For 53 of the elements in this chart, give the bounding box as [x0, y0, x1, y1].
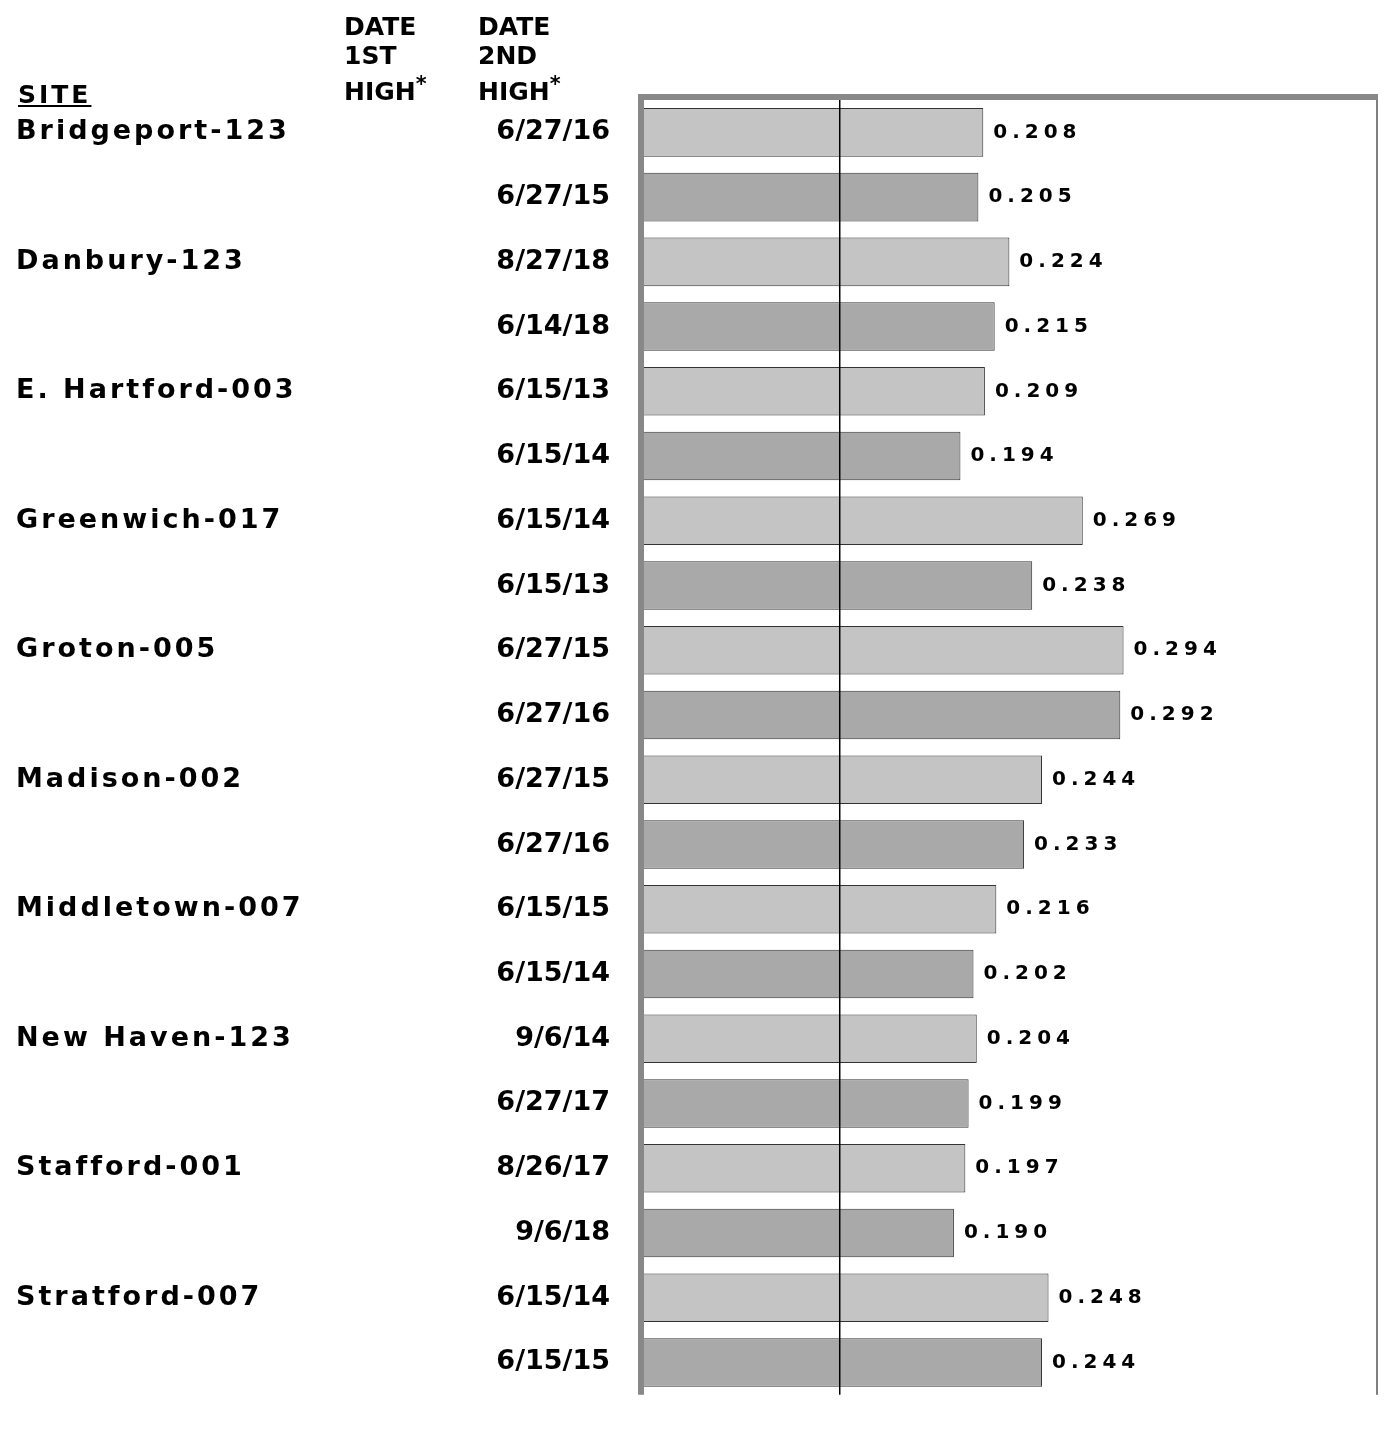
data-label: 0.244	[1051, 1348, 1141, 1373]
y-tick-label: 6/27/16	[496, 826, 610, 858]
y-tick-label: 6/15/14	[496, 956, 610, 988]
data-label: 0.244	[1051, 765, 1141, 790]
text: DATE 2ND HIGH$^{*}$	[478, 12, 562, 107]
text: Bridgeport-123	[16, 114, 290, 146]
text: Greenwich-017	[16, 502, 284, 534]
data-label: 0.215	[1004, 312, 1093, 337]
y-tick-label: 9/6/18	[515, 1214, 610, 1246]
text: Madison-002	[16, 761, 245, 793]
text: Groton-005	[16, 632, 219, 664]
y-tick-label: 6/27/16	[496, 114, 610, 146]
data-label: 0.216	[1006, 895, 1095, 920]
y-tick-label: 6/27/15	[496, 761, 610, 793]
text: Stafford-001	[16, 1150, 245, 1182]
data-label: 0.209	[994, 377, 1084, 402]
y-tick-label: 6/15/13	[496, 567, 610, 599]
y-tick-label: 6/15/15	[496, 1344, 610, 1376]
text: Danbury-123	[16, 243, 246, 275]
text: SITE	[18, 80, 92, 109]
y-tick-label: 6/15/14	[496, 1279, 610, 1311]
y-tick-label: 6/27/15	[496, 632, 610, 664]
y-tick-label: 6/27/15	[496, 179, 610, 211]
text: DATE 1ST HIGH$^{*}$	[344, 12, 428, 107]
y-tick-label: 6/27/16	[496, 697, 610, 729]
data-label: 0.205	[988, 183, 1077, 208]
data-label: 0.199	[978, 1089, 1067, 1114]
y-tick-label: 6/15/14	[496, 438, 610, 470]
data-label: 0.233	[1034, 830, 1123, 855]
data-label: 0.248	[1058, 1283, 1147, 1308]
data-label: 0.204	[986, 1024, 1076, 1049]
text: Stratford-007	[16, 1279, 263, 1311]
y-tick-label: 8/26/17	[496, 1150, 610, 1182]
data-label: 0.197	[975, 1154, 1064, 1179]
y-tick-label: 9/6/14	[515, 1020, 610, 1052]
data-label: 0.202	[983, 960, 1072, 985]
data-label: 0.238	[1042, 571, 1131, 596]
data-label: 0.194	[970, 442, 1059, 467]
data-label: 0.224	[1019, 248, 1108, 273]
text: Middletown-007	[16, 891, 304, 923]
data-label: 0.292	[1130, 701, 1219, 726]
y-tick-label: 6/27/17	[496, 1085, 610, 1117]
text: E. Hartford-003	[16, 373, 297, 405]
data-label: 0.269	[1092, 507, 1182, 532]
y-tick-label: 6/15/15	[496, 891, 610, 923]
y-tick-label: 8/27/18	[496, 243, 610, 275]
data-label: 0.190	[963, 1219, 1053, 1244]
y-tick-label: 6/14/18	[496, 308, 610, 340]
data-label: 0.208	[993, 118, 1082, 143]
text: New Haven-123	[16, 1020, 294, 1052]
y-tick-label: 6/15/14	[496, 502, 610, 534]
data-label: 0.294	[1133, 636, 1222, 661]
y-tick-label: 6/15/13	[496, 373, 610, 405]
